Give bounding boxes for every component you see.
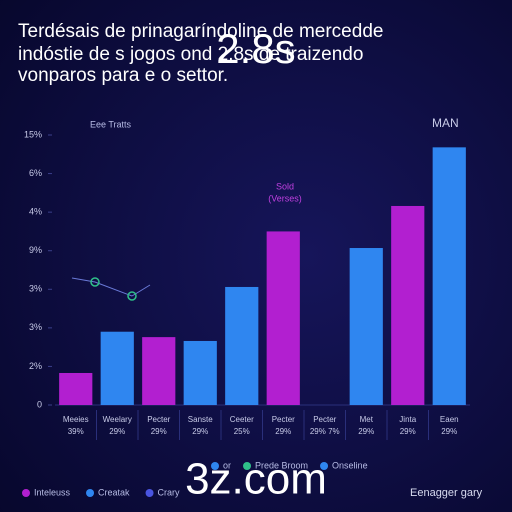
x-tick-label: Pecter — [313, 415, 336, 424]
legend-swatch — [145, 489, 154, 497]
title-line: indóstie de s jogos ond 2.8s de traizend… — [18, 44, 363, 65]
x-tick-label: Jinta — [399, 415, 416, 424]
x-tick-label: Ceeter — [230, 415, 254, 424]
legend-label: Creatak — [98, 487, 130, 497]
corner-label: MAN — [432, 116, 459, 130]
x-tick-note: 39% — [68, 427, 84, 436]
bar — [225, 286, 259, 405]
x-tick-label: Eaen — [440, 415, 459, 424]
legend-label: Eee Tratts — [90, 119, 132, 129]
y-tick-label: 6% — [29, 168, 42, 178]
x-tick-label: Sanste — [188, 415, 213, 424]
legend-label: or — [223, 460, 231, 470]
bar — [432, 147, 466, 406]
bar — [100, 331, 134, 405]
x-tick-label: Met — [360, 415, 374, 424]
legend-label: Prede Broom — [255, 460, 308, 470]
y-tick-label: 3% — [29, 322, 42, 332]
annotation: (Verses) — [268, 193, 302, 203]
legend-swatch — [320, 462, 329, 470]
bar — [142, 337, 176, 405]
bar — [266, 231, 300, 405]
annotation: Sold — [276, 181, 294, 191]
y-tick-label: 4% — [29, 207, 42, 217]
legend-label: Crary — [158, 487, 180, 497]
y-tick-label: 0 — [37, 399, 42, 409]
x-tick-label: Weelary — [103, 415, 132, 424]
legend-dot — [127, 291, 137, 301]
footer-label: Eenagger gary — [410, 487, 483, 499]
title-line: Terdésais de prinagaríndoline de mercedd… — [18, 21, 383, 42]
x-tick-label: Meeies — [63, 415, 89, 424]
legend-line — [94, 281, 133, 297]
legend-swatch — [22, 489, 30, 497]
bar — [183, 340, 217, 405]
title-line: vonparos para e o settor. — [18, 65, 228, 86]
x-tick-note: 29% — [151, 427, 167, 436]
x-tick-label: Pecter — [147, 415, 170, 424]
overlay-text: 2.8s — [216, 25, 295, 72]
legend-swatch — [243, 462, 252, 470]
legend-swatch — [86, 489, 95, 497]
legend-swatch — [211, 462, 219, 470]
x-tick-note: 29% 7% — [310, 427, 340, 436]
y-tick-label: 15% — [24, 129, 42, 139]
legend-dot — [90, 277, 100, 287]
legend-label: Inteleuss — [34, 487, 71, 497]
y-tick-label: 9% — [29, 245, 42, 255]
x-tick-note: 29% — [109, 427, 125, 436]
bar — [59, 372, 93, 405]
x-tick-note: 29% — [441, 427, 457, 436]
y-tick-label: 2% — [29, 361, 42, 371]
x-tick-note: 29% — [400, 427, 416, 436]
x-tick-note: 29% — [192, 427, 208, 436]
y-tick-label: 3% — [29, 284, 42, 294]
bar — [349, 248, 383, 405]
bar — [391, 205, 425, 405]
x-tick-note: 29% — [358, 427, 374, 436]
overlay-text: 3z.com — [185, 455, 327, 504]
x-tick-label: Pecter — [272, 415, 295, 424]
x-tick-note: 25% — [234, 427, 250, 436]
legend-label: Onseline — [332, 460, 368, 470]
x-tick-note: 29% — [275, 427, 291, 436]
